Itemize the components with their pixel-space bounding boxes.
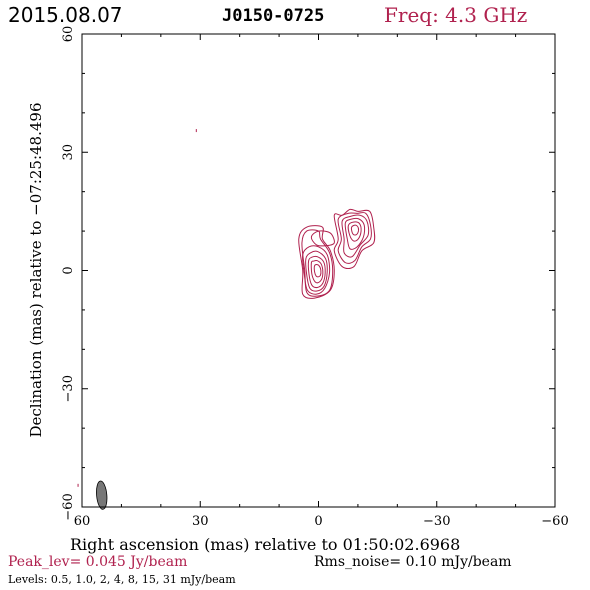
observation-date: 2015.08.07 — [8, 3, 123, 27]
y-tick-label: 60 — [61, 26, 76, 43]
contour-core-level-5 — [307, 255, 326, 289]
contour-layer — [77, 129, 376, 510]
x-tick-label: 60 — [74, 514, 91, 529]
contour-jet-level-4 — [344, 217, 366, 250]
contour-core-level-6 — [310, 259, 324, 284]
contour-core-level-4 — [305, 250, 328, 292]
contour-core-level-1 — [298, 225, 335, 299]
y-tick-label: −60 — [61, 493, 76, 520]
x-tick-label: −30 — [423, 514, 450, 529]
contour-jet-level-2 — [337, 211, 372, 264]
contour-levels: Levels: 0.5, 1.0, 2, 4, 8, 15, 31 mJy/be… — [8, 573, 236, 586]
contour-core-level-2 — [301, 229, 334, 297]
beam-ellipse — [96, 480, 108, 510]
y-tick-label: 30 — [61, 144, 76, 161]
y-axis-label: Declination (mas) relative to −07:25:48.… — [27, 102, 45, 438]
x-tick-label: 0 — [314, 514, 322, 529]
x-tick-label: 30 — [192, 514, 209, 529]
contour-jet-level-6 — [350, 224, 359, 236]
contour-core-level-7 — [313, 264, 322, 278]
contour-jet-level-1 — [333, 208, 376, 270]
contour-core-level-3 — [302, 245, 331, 295]
x-axis-label: Right ascension (mas) relative to 01:50:… — [70, 535, 461, 554]
contour-bridge-level-1 — [310, 230, 335, 247]
frequency-label: Freq: 4.3 GHz — [384, 3, 528, 27]
y-tick-label: 0 — [61, 266, 76, 274]
plot-frame — [81, 33, 556, 508]
contour-jet-level-3 — [341, 214, 370, 258]
tick-marks — [81, 33, 556, 508]
y-tick-label: −30 — [61, 375, 76, 402]
rms-noise: Rms_noise= 0.10 mJy/beam — [314, 554, 512, 570]
peak-level: Peak_lev= 0.045 Jy/beam — [8, 554, 188, 570]
source-name: J0150-0725 — [222, 6, 325, 26]
contour-jet-level-5 — [347, 221, 362, 242]
x-tick-label: −60 — [541, 514, 568, 529]
